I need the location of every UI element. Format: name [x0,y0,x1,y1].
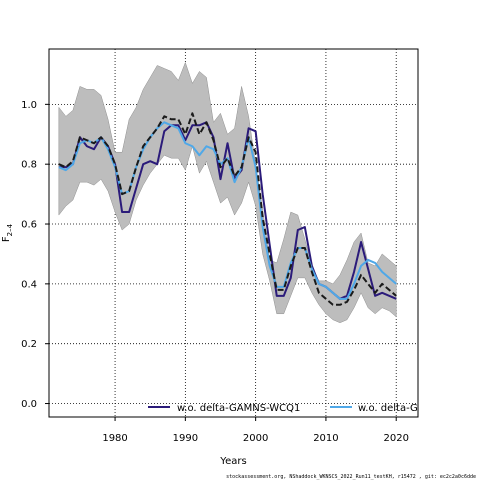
legend-item-wcq1: w.o. delta-GAMNS-WCQ1 [148,403,300,414]
legend-label-wcq2: w.o. delta-GAMNS-WCQ2 [358,403,480,414]
confidence-band-area [58,61,397,324]
y-tick-label-4: 0.8 [21,160,37,171]
grid-lines [49,49,418,417]
y-tick-label-1: 0.2 [21,339,37,350]
confidence-band [58,61,397,324]
footer-note: stockassessment.org, NShaddock_WKNSCS_20… [226,474,476,480]
plot-frame [48,48,419,418]
x-tick-label-2020: 2020 [383,433,408,444]
x-tick-label-1980: 1980 [102,433,127,444]
series-line-3 [58,112,397,306]
y-tick-label-5: 1.0 [21,100,37,111]
x-axis-ticks: 1980 1990 2000 2010 2020 [102,417,409,444]
x-tick-label-2000: 2000 [243,433,268,444]
y-tick-label-0: 0.0 [21,399,37,410]
y-axis-label: F2–4 [1,223,14,242]
legend: w.o. delta-GAMNS-WCQ1 w.o. delta-GAMNS-W… [148,403,480,414]
legend-label-wcq1: w.o. delta-GAMNS-WCQ1 [177,403,300,414]
x-axis-label: Years [219,456,246,467]
y-tick-label-2: 0.4 [21,279,37,290]
series-lines [58,112,397,306]
y-axis-label-subscript: 2–4 [6,223,14,236]
legend-item-wcq2: w.o. delta-GAMNS-WCQ2 [330,403,480,414]
x-tick-label-1990: 1990 [173,433,198,444]
y-tick-label-3: 0.6 [21,220,37,231]
y-axis-label-main: F [1,236,12,242]
y-axis-ticks: 0.0 0.2 0.4 0.6 0.8 1.0 [21,100,49,410]
x-tick-label-2010: 2010 [313,433,338,444]
